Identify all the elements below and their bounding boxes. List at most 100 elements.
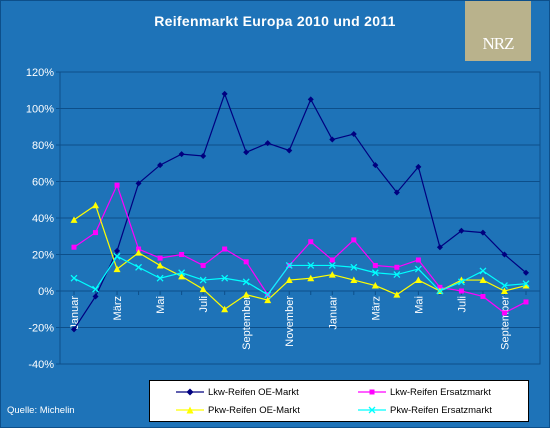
data-point bbox=[242, 278, 250, 286]
series-0 bbox=[71, 90, 529, 333]
legend-label-pkw-oe: Pkw-Reifen OE-Markt bbox=[208, 404, 300, 416]
x-tick-label: März bbox=[370, 296, 382, 320]
data-point bbox=[523, 269, 529, 276]
data-point bbox=[113, 252, 121, 260]
data-point bbox=[415, 257, 421, 263]
x-tick-label: September bbox=[499, 296, 511, 350]
data-point bbox=[457, 278, 465, 286]
series-3 bbox=[70, 252, 530, 299]
data-point bbox=[264, 291, 272, 299]
legend-item-pkw-ersatz: Pkw-Reifen Ersatzmarkt bbox=[358, 403, 492, 417]
data-point bbox=[329, 136, 336, 143]
data-point bbox=[479, 229, 486, 236]
y-tick-label: -20% bbox=[28, 323, 54, 335]
data-point bbox=[264, 140, 271, 147]
data-point bbox=[393, 291, 401, 298]
data-point bbox=[414, 276, 422, 284]
data-point bbox=[372, 262, 378, 268]
data-point bbox=[501, 282, 508, 289]
data-point bbox=[221, 90, 228, 97]
x-tick-label: Juli bbox=[456, 296, 468, 313]
data-point bbox=[307, 274, 315, 282]
y-tick-label: 80% bbox=[32, 140, 54, 152]
data-point bbox=[243, 149, 250, 156]
x-tick-label: September bbox=[241, 296, 253, 350]
legend-item-pkw-oe: Pkw-Reifen OE-Markt bbox=[176, 403, 300, 417]
legend-marker-lkw-ersatz bbox=[358, 389, 386, 395]
data-point bbox=[350, 263, 358, 271]
legend-marker-pkw-oe bbox=[176, 406, 204, 414]
data-point bbox=[156, 274, 164, 282]
x-tick-label: März bbox=[112, 296, 124, 320]
series-line bbox=[73, 255, 527, 296]
legend-item-lkw-oe: Lkw-Reifen OE-Markt bbox=[176, 385, 299, 399]
data-point bbox=[329, 257, 335, 263]
legend-item-lkw-ersatz: Lkw-Reifen Ersatzmarkt bbox=[358, 385, 491, 399]
data-point bbox=[178, 272, 186, 280]
legend-marker-pkw-ersatz bbox=[358, 406, 386, 414]
data-point bbox=[393, 189, 400, 196]
data-point bbox=[285, 261, 293, 269]
data-point bbox=[114, 182, 120, 188]
data-point bbox=[157, 162, 164, 169]
data-point bbox=[286, 147, 293, 154]
data-point bbox=[436, 244, 443, 251]
data-point bbox=[136, 246, 142, 252]
data-point bbox=[135, 180, 142, 187]
series-group bbox=[70, 90, 530, 333]
data-point bbox=[500, 287, 508, 294]
data-point bbox=[92, 285, 99, 293]
data-point bbox=[350, 131, 357, 138]
y-tick-label: 40% bbox=[32, 213, 54, 225]
x-tick-label: Januar bbox=[69, 296, 81, 330]
legend: Lkw-Reifen OE-Markt Lkw-Reifen Ersatzmar… bbox=[149, 380, 529, 422]
data-point bbox=[501, 310, 507, 316]
series-line bbox=[73, 92, 527, 330]
legend-label-pkw-ersatz: Pkw-Reifen Ersatzmarkt bbox=[390, 404, 492, 416]
data-point bbox=[264, 296, 272, 304]
data-point bbox=[178, 151, 185, 158]
data-point bbox=[135, 263, 143, 271]
data-point bbox=[199, 276, 207, 284]
x-tick-label: Mai bbox=[413, 296, 425, 314]
logo-text: NRZ bbox=[482, 34, 515, 53]
data-point bbox=[222, 246, 228, 252]
data-point bbox=[394, 264, 400, 270]
data-point bbox=[156, 261, 164, 269]
legend-marker-lkw-oe bbox=[176, 388, 204, 396]
data-point bbox=[415, 163, 422, 170]
nrz-logo: NRZ bbox=[465, 1, 531, 61]
x-tick-label: Mai bbox=[155, 296, 167, 314]
y-tick-label: 0% bbox=[38, 286, 54, 298]
data-point bbox=[157, 255, 163, 261]
y-tick-label: 100% bbox=[26, 104, 54, 116]
data-point bbox=[350, 276, 358, 284]
data-point bbox=[522, 282, 530, 289]
legend-label-lkw-oe: Lkw-Reifen OE-Markt bbox=[208, 386, 299, 398]
y-tick-label: 120% bbox=[26, 67, 54, 79]
y-tick-label: -40% bbox=[28, 359, 54, 371]
data-point bbox=[371, 282, 379, 289]
data-point bbox=[70, 274, 78, 282]
data-point bbox=[414, 265, 422, 273]
y-tick-label: 60% bbox=[32, 177, 54, 189]
data-point bbox=[458, 227, 465, 234]
data-point bbox=[179, 252, 185, 257]
x-tick-label: November bbox=[284, 296, 296, 347]
data-point bbox=[221, 305, 229, 313]
data-point bbox=[436, 287, 444, 295]
series-line bbox=[73, 183, 527, 314]
data-point bbox=[71, 326, 77, 333]
data-point bbox=[114, 247, 121, 254]
x-axis-ticks: Januar März Mai Juli September November Januar… bbox=[69, 291, 527, 350]
data-point bbox=[480, 293, 486, 299]
data-point bbox=[93, 230, 99, 236]
data-point bbox=[71, 244, 77, 250]
legend-label-lkw-ersatz: Lkw-Reifen Ersatzmarkt bbox=[390, 386, 491, 398]
series-line bbox=[73, 204, 527, 311]
data-point bbox=[523, 299, 529, 305]
data-point bbox=[501, 251, 508, 258]
data-point bbox=[221, 274, 229, 282]
